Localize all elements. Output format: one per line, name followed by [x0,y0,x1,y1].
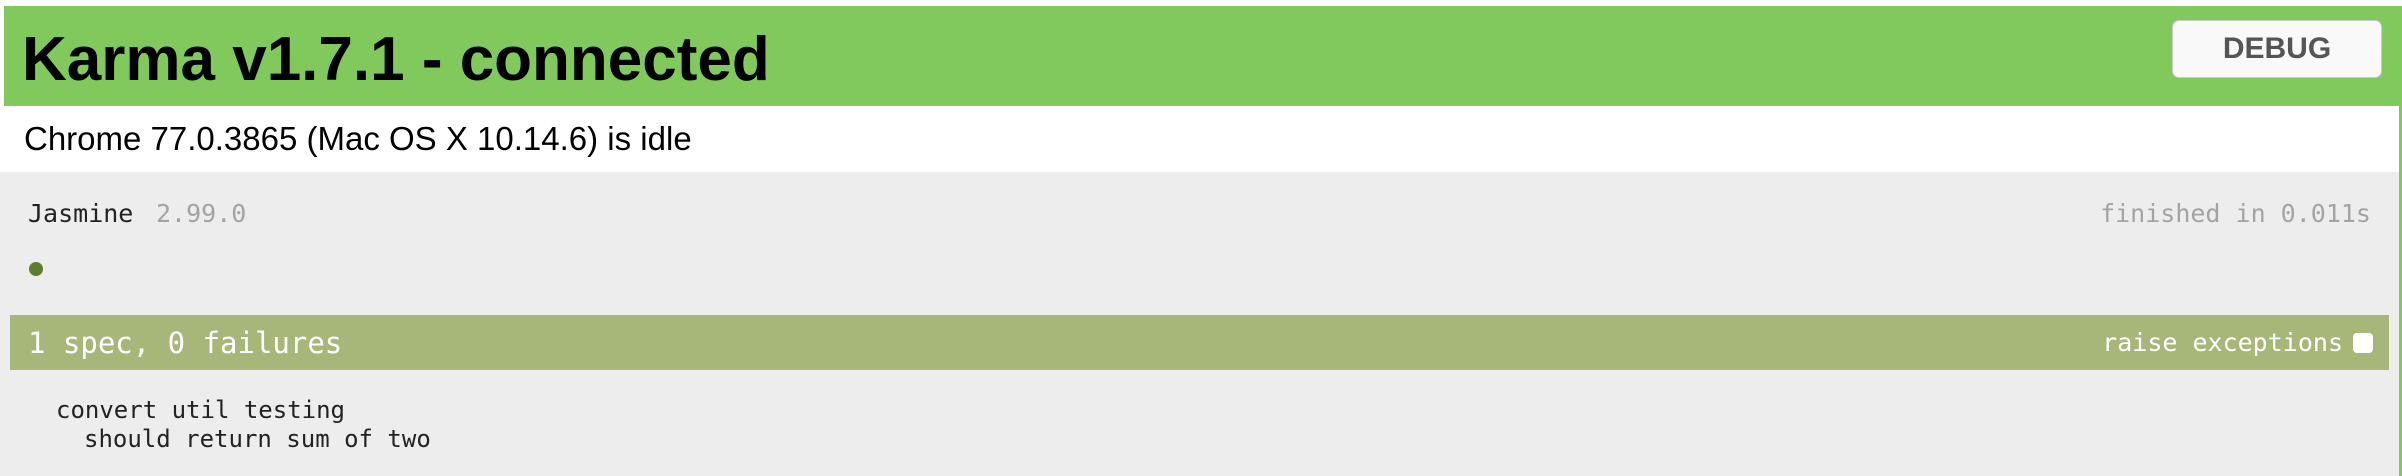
browser-status: Chrome 77.0.3865 (Mac OS X 10.14.6) is i… [24,120,692,157]
results-summary: 1 spec, 0 failures [28,326,343,360]
debug-button[interactable]: DEBUG [2172,20,2382,78]
raise-exceptions-option[interactable]: raise exceptions [2102,327,2373,359]
passed-spec-dot-icon[interactable] [29,262,43,276]
page-title: Karma v1.7.1 - connected [22,25,770,94]
results-summary-bar: 1 spec, 0 failures raise exceptions [10,315,2389,370]
raise-exceptions-checkbox[interactable] [2353,333,2373,353]
run-duration: finished in 0.011s [2100,199,2371,228]
karma-banner: Karma v1.7.1 - connected DEBUG [4,6,2402,106]
framework-version: 2.99.0 [156,199,247,228]
jasmine-reporter: Jasmine 2.99.0 finished in 0.011s 1 spec… [0,172,2399,476]
suite-link[interactable]: convert util testing [56,396,345,424]
raise-exceptions-label[interactable]: raise exceptions [2102,328,2343,357]
spec-link[interactable]: should return sum of two [84,425,431,453]
framework-name: Jasmine [28,199,134,228]
banner-edge [2399,106,2402,476]
